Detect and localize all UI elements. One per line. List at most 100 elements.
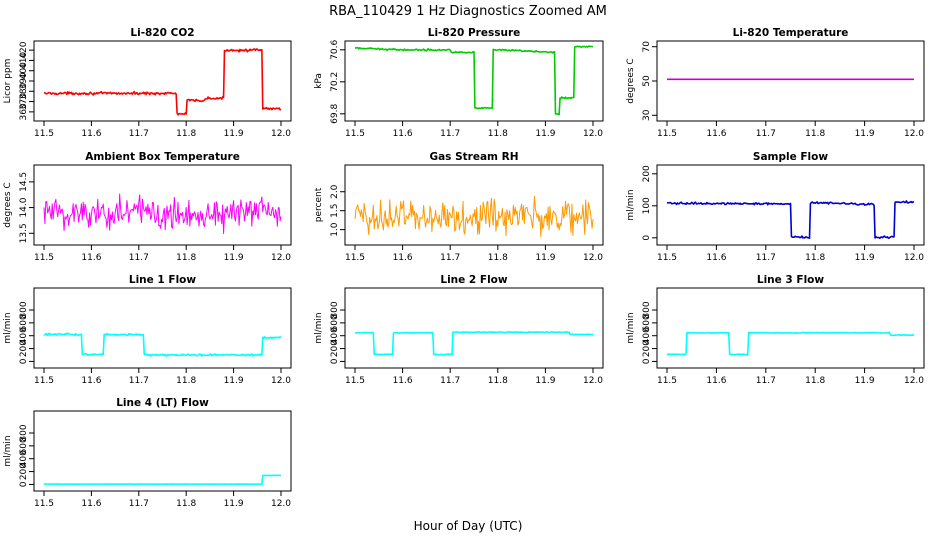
panel-title: Li-820 Pressure bbox=[428, 27, 521, 39]
x-tick-label: 12.0 bbox=[271, 129, 291, 139]
panel-title: Li-820 Temperature bbox=[733, 27, 849, 39]
y-tick-label: 2.0 bbox=[330, 184, 340, 199]
y-tick-label: 0 bbox=[330, 358, 340, 364]
x-tick-label: 11.9 bbox=[224, 499, 244, 509]
series-line bbox=[666, 331, 915, 356]
panels-grid: Li-820 CO2 11.5 11.6 11.7 11.8 11.9 12.0 360370… bbox=[3, 27, 925, 509]
x-tick-label: 11.7 bbox=[129, 129, 149, 139]
y-tick-label: 600 bbox=[19, 314, 29, 331]
plot-frame bbox=[344, 287, 604, 369]
y-tick-label: 390 bbox=[19, 72, 29, 89]
x-tick-label: 11.8 bbox=[176, 253, 196, 263]
x-tick-label: 12.0 bbox=[583, 253, 603, 263]
y-tick-label: 360 bbox=[19, 103, 29, 120]
y-axis-label: kPa bbox=[314, 73, 324, 89]
y-axis-label: ml/min bbox=[314, 312, 324, 343]
y-tick-label: 1.0 bbox=[330, 222, 340, 237]
x-tick-label: 11.9 bbox=[535, 129, 555, 139]
y-axis-label: percent bbox=[314, 187, 324, 222]
y-tick-label: 1.5 bbox=[330, 204, 340, 218]
x-tick-label: 11.5 bbox=[34, 499, 54, 509]
x-tick-label: 11.6 bbox=[706, 376, 726, 386]
panel-3: Li-820 Temperature 11.5 11.6 11.7 11.8 11.9 12… bbox=[626, 27, 925, 139]
plot-frame bbox=[656, 287, 925, 369]
panel-6: Sample Flow 11.5 11.6 11.7 11.8 11.9 12.0 0 100 2… bbox=[626, 151, 925, 263]
x-tick-label: 11.5 bbox=[34, 253, 54, 263]
panel-title: Line 1 Flow bbox=[129, 274, 196, 286]
y-axis-label: ml/min bbox=[3, 312, 13, 343]
series-line bbox=[43, 193, 282, 234]
y-tick-label: 0 bbox=[642, 235, 652, 241]
x-tick-label: 11.6 bbox=[393, 253, 413, 263]
x-tick-label: 11.5 bbox=[345, 129, 365, 139]
x-tick-label: 11.8 bbox=[488, 376, 508, 386]
panel-1: Li-820 CO2 11.5 11.6 11.7 11.8 11.9 12.0 360370… bbox=[3, 27, 292, 139]
plot-frame bbox=[656, 164, 925, 246]
y-tick-label: 200 bbox=[330, 340, 340, 357]
plot-frame bbox=[33, 410, 292, 492]
y-tick-label: 400 bbox=[330, 327, 340, 344]
x-tick-label: 12.0 bbox=[904, 253, 924, 263]
x-tick-label: 11.8 bbox=[488, 253, 508, 263]
x-tick-label: 11.9 bbox=[855, 129, 875, 139]
x-tick-label: 11.6 bbox=[706, 253, 726, 263]
y-tick-label: 400 bbox=[19, 450, 29, 467]
x-tick-label: 11.9 bbox=[224, 253, 244, 263]
x-tick-label: 11.8 bbox=[488, 129, 508, 139]
x-tick-label: 11.7 bbox=[756, 129, 776, 139]
panel-title: Ambient Box Temperature bbox=[85, 151, 240, 163]
y-tick-label: 800 bbox=[19, 301, 29, 318]
panel-title: Sample Flow bbox=[753, 151, 828, 163]
x-tick-label: 12.0 bbox=[904, 129, 924, 139]
y-tick-label: 14.0 bbox=[19, 197, 29, 217]
y-tick-label: 370 bbox=[19, 93, 29, 110]
series-line bbox=[43, 332, 282, 357]
panel-7: Line 1 Flow 11.5 11.6 11.7 11.8 11.9 12.0 02004… bbox=[3, 274, 292, 386]
x-tick-label: 12.0 bbox=[271, 253, 291, 263]
y-axis-label: ml/min bbox=[626, 189, 636, 220]
x-tick-label: 11.6 bbox=[706, 129, 726, 139]
x-tick-label: 11.8 bbox=[805, 253, 825, 263]
panel-10: Line 4 (LT) Flow 11.5 11.6 11.7 11.8 11.9 12.0… bbox=[3, 397, 292, 509]
series-line bbox=[43, 474, 282, 486]
x-tick-label: 11.8 bbox=[805, 129, 825, 139]
x-tick-label: 11.7 bbox=[440, 129, 460, 139]
y-axis-label: Licor ppm bbox=[3, 59, 13, 104]
y-tick-label: 600 bbox=[330, 314, 340, 331]
plot-frame bbox=[33, 40, 292, 122]
x-tick-label: 11.6 bbox=[81, 129, 101, 139]
y-axis-label: degrees C bbox=[3, 182, 13, 227]
y-tick-label: 200 bbox=[642, 340, 652, 357]
x-tick-label: 11.7 bbox=[129, 499, 149, 509]
y-tick-label: 69.8 bbox=[330, 104, 340, 124]
panel-title: Line 4 (LT) Flow bbox=[116, 397, 209, 409]
x-tick-label: 11.7 bbox=[129, 376, 149, 386]
x-tick-label: 12.0 bbox=[904, 376, 924, 386]
panel-title: Li-820 CO2 bbox=[130, 27, 194, 39]
x-tick-label: 11.7 bbox=[440, 253, 460, 263]
figure-title: RBA_110429 1 Hz Diagnostics Zoomed AM bbox=[329, 4, 607, 19]
x-tick-label: 12.0 bbox=[271, 376, 291, 386]
y-axis-label: ml/min bbox=[3, 435, 13, 466]
y-tick-label: 0 bbox=[642, 358, 652, 364]
series-line bbox=[354, 330, 594, 356]
y-tick-label: 400 bbox=[19, 327, 29, 344]
figure-x-axis-label: Hour of Day (UTC) bbox=[414, 519, 523, 533]
x-tick-label: 11.5 bbox=[345, 253, 365, 263]
x-tick-label: 11.9 bbox=[855, 376, 875, 386]
x-tick-label: 11.7 bbox=[756, 376, 776, 386]
plot-frame bbox=[656, 40, 925, 122]
y-tick-label: 410 bbox=[19, 52, 29, 69]
series-line bbox=[354, 195, 594, 238]
x-tick-label: 11.7 bbox=[756, 253, 776, 263]
x-tick-label: 11.8 bbox=[805, 376, 825, 386]
x-tick-label: 11.8 bbox=[176, 129, 196, 139]
y-tick-label: 70 bbox=[642, 41, 652, 53]
x-tick-label: 11.5 bbox=[657, 129, 677, 139]
series-line bbox=[666, 200, 915, 240]
y-tick-label: 800 bbox=[642, 301, 652, 318]
panel-title: Gas Stream RH bbox=[429, 151, 518, 163]
plot-frame bbox=[33, 164, 292, 246]
x-tick-label: 11.6 bbox=[81, 253, 101, 263]
y-tick-label: 0 bbox=[19, 358, 29, 364]
